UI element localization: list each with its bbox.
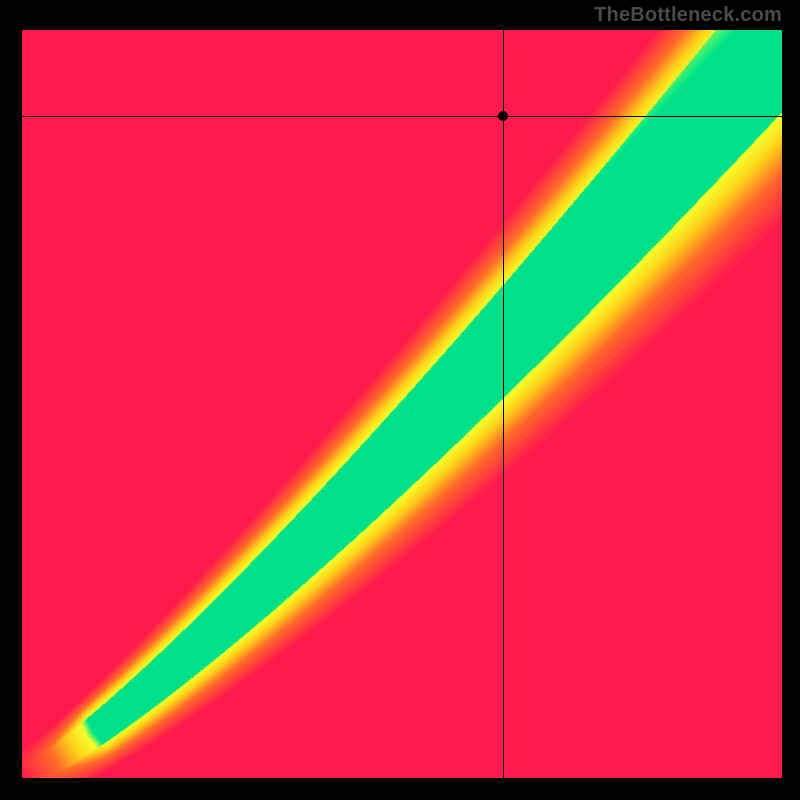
crosshair-vertical xyxy=(503,30,504,778)
heatmap-plot-area xyxy=(22,30,782,778)
heatmap-canvas xyxy=(22,30,782,778)
crosshair-horizontal xyxy=(22,116,782,117)
watermark-text: TheBottleneck.com xyxy=(594,4,782,27)
crosshair-marker xyxy=(498,111,508,121)
